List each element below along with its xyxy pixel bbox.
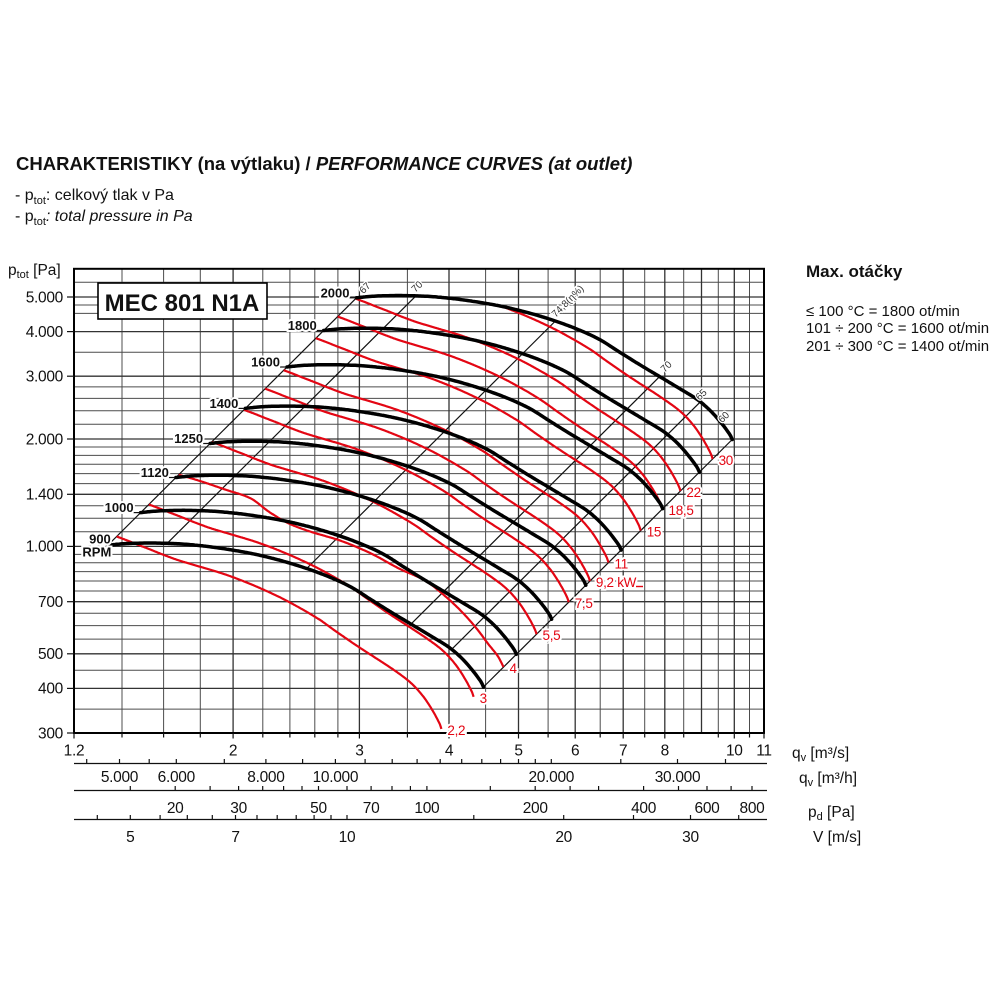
svg-text:3.000: 3.000: [26, 369, 64, 386]
svg-text:20.000: 20.000: [528, 769, 574, 786]
svg-text:1250: 1250: [174, 431, 203, 446]
svg-text:ptot [Pa]: ptot [Pa]: [8, 262, 61, 281]
svg-text:1.2: 1.2: [64, 743, 85, 760]
svg-text:7,5: 7,5: [575, 596, 593, 611]
svg-text:200: 200: [523, 800, 549, 817]
svg-text:70: 70: [363, 800, 380, 817]
svg-text:400: 400: [38, 681, 64, 698]
svg-text:30.000: 30.000: [655, 769, 701, 786]
svg-text:600: 600: [695, 800, 721, 817]
svg-text:9,2 kW: 9,2 kW: [596, 575, 637, 590]
svg-text:2: 2: [229, 743, 237, 760]
svg-text:10.000: 10.000: [313, 769, 359, 786]
svg-text:3: 3: [355, 743, 363, 760]
svg-text:70: 70: [410, 279, 426, 295]
svg-text:5,5: 5,5: [543, 628, 561, 643]
svg-text:18,5: 18,5: [669, 503, 694, 518]
svg-text:20: 20: [555, 829, 572, 846]
svg-text:4: 4: [510, 661, 518, 676]
svg-text:900: 900: [89, 531, 111, 546]
svg-text:800: 800: [740, 800, 766, 817]
svg-text:500: 500: [38, 646, 64, 663]
svg-text:300: 300: [38, 725, 64, 742]
svg-text:11: 11: [756, 743, 772, 760]
svg-text:30: 30: [230, 800, 247, 817]
svg-text:2.000: 2.000: [26, 431, 64, 448]
svg-text:10: 10: [339, 829, 356, 846]
svg-text:1400: 1400: [209, 396, 238, 411]
svg-text:1.000: 1.000: [26, 539, 64, 556]
svg-text:5.000: 5.000: [26, 289, 64, 306]
svg-text:MEC 801 N1A: MEC 801 N1A: [105, 290, 260, 317]
svg-text:5.000: 5.000: [101, 769, 139, 786]
svg-text:pd [Pa]: pd [Pa]: [808, 804, 855, 823]
svg-text:V [m/s]: V [m/s]: [813, 829, 861, 846]
svg-text:4.000: 4.000: [26, 324, 64, 341]
svg-text:70: 70: [659, 359, 675, 375]
svg-text:5: 5: [126, 829, 134, 846]
svg-text:RPM: RPM: [82, 544, 111, 559]
svg-text:1800: 1800: [288, 318, 317, 333]
svg-text:qv [m³/h]: qv [m³/h]: [799, 770, 857, 789]
svg-text:5: 5: [514, 743, 522, 760]
svg-text:30: 30: [682, 829, 699, 846]
svg-text:20: 20: [167, 800, 184, 817]
svg-text:7: 7: [231, 829, 239, 846]
svg-text:1.400: 1.400: [26, 487, 64, 504]
svg-text:10: 10: [726, 743, 743, 760]
svg-text:100: 100: [414, 800, 440, 817]
svg-text:400: 400: [631, 800, 657, 817]
svg-text:22: 22: [686, 485, 700, 500]
svg-text:30: 30: [719, 453, 733, 468]
svg-text:6.000: 6.000: [158, 769, 196, 786]
svg-text:8: 8: [661, 743, 669, 760]
svg-text:60: 60: [716, 410, 732, 426]
svg-text:3: 3: [480, 691, 487, 706]
svg-text:11: 11: [615, 557, 628, 572]
svg-text:qv [m³/s]: qv [m³/s]: [792, 745, 849, 764]
svg-text:7: 7: [619, 743, 627, 760]
svg-text:4: 4: [445, 743, 454, 760]
svg-text:2,2: 2,2: [447, 723, 465, 738]
svg-text:2000: 2000: [321, 285, 350, 300]
svg-text:700: 700: [38, 594, 64, 611]
svg-text:6: 6: [571, 743, 579, 760]
svg-text:50: 50: [310, 800, 327, 817]
svg-text:74,8(η%): 74,8(η%): [550, 283, 586, 319]
svg-text:1120: 1120: [141, 465, 169, 480]
svg-text:1600: 1600: [251, 355, 280, 370]
svg-text:1000: 1000: [105, 500, 134, 515]
svg-text:15: 15: [647, 525, 661, 540]
svg-text:8.000: 8.000: [247, 769, 285, 786]
